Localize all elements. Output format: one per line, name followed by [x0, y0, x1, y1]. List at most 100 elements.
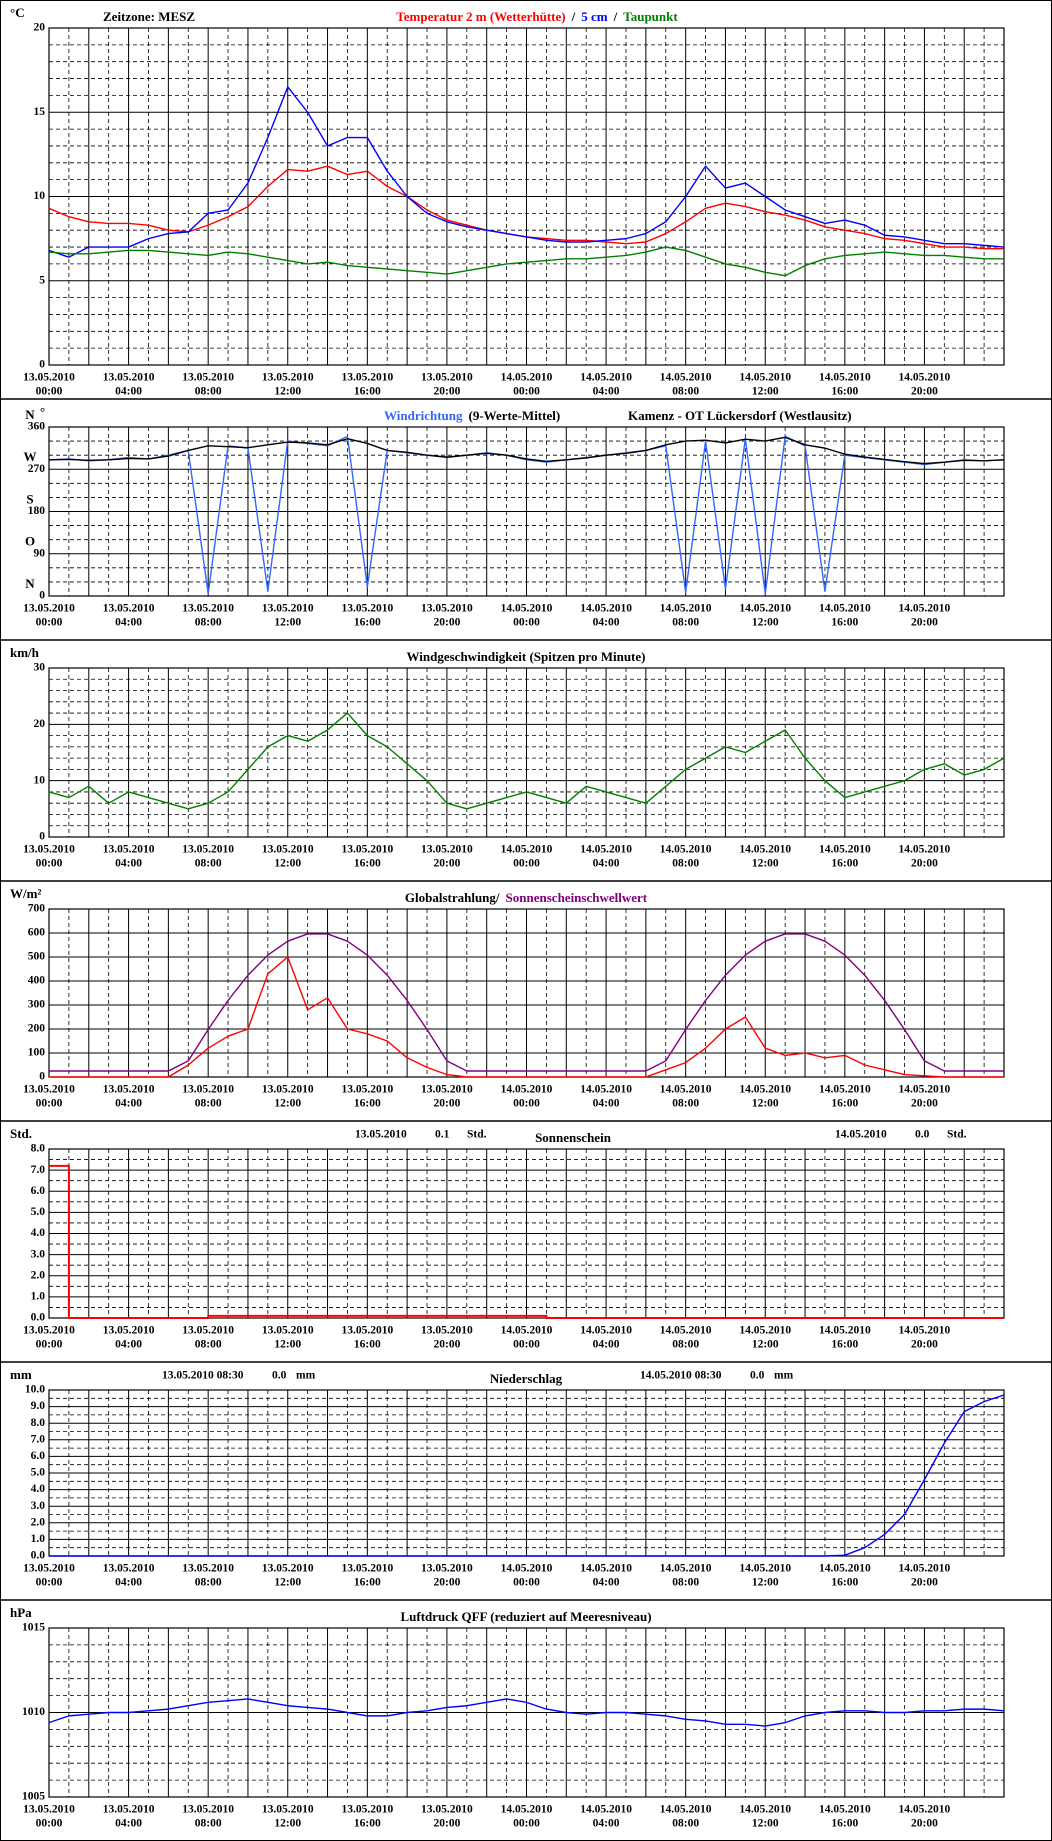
chart-title: Sonnenschein	[535, 1130, 612, 1145]
x-tick-label: 12:00	[752, 617, 779, 629]
x-tick-label: 12:00	[752, 1577, 779, 1589]
x-tick-label: 16:00	[831, 1577, 858, 1589]
x-tick-label: 00:00	[513, 1577, 540, 1589]
compass-label: S	[26, 491, 33, 506]
x-tick-date: 14.05.2010	[899, 372, 951, 384]
x-tick-date: 14.05.2010	[739, 372, 791, 384]
x-tick-date: 13.05.2010	[103, 1563, 155, 1575]
y-tick-label: 500	[28, 951, 46, 963]
legend-separator: /	[495, 890, 500, 905]
x-tick-date: 13.05.2010	[262, 1084, 314, 1096]
x-tick-date: 13.05.2010	[182, 1084, 234, 1096]
x-tick-date: 14.05.2010	[660, 1325, 712, 1337]
x-tick-label: 08:00	[195, 858, 222, 870]
x-tick-label: 16:00	[354, 1818, 381, 1830]
x-tick-label: 16:00	[831, 858, 858, 870]
x-tick-date: 13.05.2010	[23, 1563, 75, 1575]
x-tick-date: 14.05.2010	[739, 603, 791, 615]
x-tick-date: 13.05.2010	[103, 1325, 155, 1337]
x-tick-date: 13.05.2010	[341, 603, 393, 615]
x-tick-label: 04:00	[115, 858, 142, 870]
annotation: 14.05.2010	[835, 1129, 887, 1141]
x-tick-date: 14.05.2010	[899, 1325, 951, 1337]
y-tick-label: 9.0	[31, 1400, 46, 1412]
x-tick-date: 13.05.2010	[421, 844, 473, 856]
x-tick-label: 08:00	[672, 1577, 699, 1589]
x-tick-label: 16:00	[831, 1818, 858, 1830]
x-tick-date: 13.05.2010	[421, 1325, 473, 1337]
x-tick-date: 14.05.2010	[819, 1084, 871, 1096]
x-tick-date: 13.05.2010	[262, 603, 314, 615]
annotation: Std.	[947, 1129, 967, 1141]
y-tick-label: 6.0	[31, 1185, 46, 1197]
y-tick-label: 3.0	[31, 1248, 46, 1260]
data-line	[48, 712, 1005, 810]
unit-label: W/m²	[10, 886, 41, 901]
x-tick-label: 16:00	[354, 386, 381, 398]
legend: Globalstrahlung/ Sonnenscheinschwellwert	[405, 890, 648, 905]
chart-title: Windgeschwindigkeit (Spitzen pro Minute)	[407, 649, 646, 664]
x-tick-label: 04:00	[115, 1339, 142, 1351]
x-tick-label: 00:00	[36, 617, 63, 629]
x-tick-label: 12:00	[274, 386, 301, 398]
x-tick-label: 08:00	[195, 1818, 222, 1830]
x-tick-date: 14.05.2010	[501, 1563, 553, 1575]
x-tick-date: 14.05.2010	[580, 1325, 632, 1337]
y-tick-label: 7.0	[31, 1164, 46, 1176]
x-tick-date: 13.05.2010	[23, 1084, 75, 1096]
unit-label: °	[40, 404, 45, 419]
y-tick-label: 2.0	[31, 1269, 46, 1281]
x-tick-label: 20:00	[911, 1098, 938, 1110]
unit-label: Std.	[10, 1126, 32, 1141]
x-tick-date: 13.05.2010	[103, 844, 155, 856]
y-tick-label: 270	[28, 463, 46, 475]
x-tick-date: 13.05.2010	[421, 603, 473, 615]
x-tick-date: 14.05.2010	[819, 1563, 871, 1575]
x-tick-date: 14.05.2010	[501, 1804, 553, 1816]
annotation: Std.	[467, 1129, 487, 1141]
x-tick-date: 14.05.2010	[819, 372, 871, 384]
annotation: 0.0	[272, 1370, 287, 1382]
x-tick-label: 20:00	[433, 1577, 460, 1589]
x-tick-label: 00:00	[513, 386, 540, 398]
x-tick-label: 20:00	[911, 1577, 938, 1589]
x-tick-label: 16:00	[354, 1098, 381, 1110]
x-tick-date: 13.05.2010	[182, 372, 234, 384]
x-tick-date: 13.05.2010	[341, 844, 393, 856]
x-tick-date: 14.05.2010	[739, 1563, 791, 1575]
annotation: 0.0	[750, 1370, 765, 1382]
y-tick-label: 5	[39, 274, 45, 286]
unit-label: hPa	[10, 1605, 32, 1620]
y-tick-label: 0	[39, 831, 45, 843]
x-tick-date: 13.05.2010	[262, 844, 314, 856]
y-tick-label: 1010	[22, 1706, 45, 1718]
annotation: 0.0	[915, 1129, 930, 1141]
x-tick-date: 13.05.2010	[262, 1325, 314, 1337]
x-tick-label: 08:00	[195, 1339, 222, 1351]
x-tick-label: 00:00	[36, 858, 63, 870]
data-line	[49, 1164, 1004, 1319]
x-tick-label: 12:00	[752, 1818, 779, 1830]
x-tick-date: 14.05.2010	[819, 1325, 871, 1337]
x-tick-label: 00:00	[36, 386, 63, 398]
annotation: 13.05.2010	[355, 1129, 407, 1141]
x-tick-label: 00:00	[36, 1577, 63, 1589]
data-line	[48, 246, 1004, 277]
x-tick-label: 04:00	[115, 617, 142, 629]
legend: Temperatur 2 m (Wetterhütte) / 5 cm / Taupun…	[396, 9, 678, 24]
data-line	[48, 86, 1005, 258]
x-tick-date: 13.05.2010	[103, 603, 155, 615]
y-tick-label: 90	[34, 547, 46, 559]
x-tick-label: 20:00	[433, 1098, 460, 1110]
x-tick-label: 08:00	[672, 1818, 699, 1830]
y-tick-label: 180	[28, 505, 46, 517]
y-tick-label: 1.0	[31, 1533, 46, 1545]
x-tick-label: 20:00	[433, 617, 460, 629]
unit-label: °C	[10, 5, 25, 20]
y-tick-label: 5.0	[31, 1467, 46, 1479]
data-line	[49, 1394, 1005, 1557]
compass-label: W	[24, 449, 37, 464]
legend-entry: Sonnenscheinschwellwert	[506, 890, 648, 905]
x-tick-label: 04:00	[593, 858, 620, 870]
